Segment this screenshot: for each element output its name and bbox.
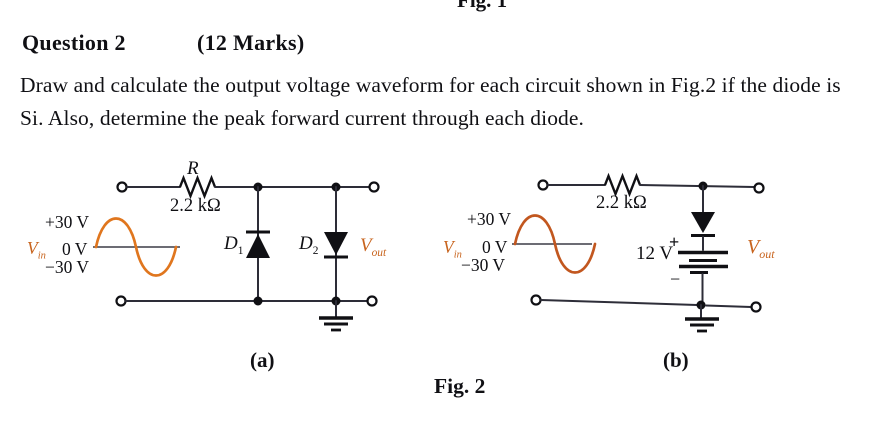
resistor-value-a: 2.2 kΩ	[170, 196, 221, 216]
resistor-b	[603, 172, 642, 198]
fig2-caption: Fig. 2	[434, 374, 486, 398]
vin-label-a-sub: in	[37, 250, 46, 262]
d1-label-main: D	[224, 233, 238, 254]
input-terminal-b-top	[537, 179, 549, 191]
diode-d1-label: D1	[224, 233, 243, 258]
caption-b: (b)	[663, 348, 689, 372]
question-body-line2: Si. Also, determine the peak forward cur…	[20, 106, 585, 130]
vin-label-b-main: V	[443, 237, 454, 257]
battery-minus-sign: −	[670, 269, 681, 289]
ground-symbol-a	[319, 300, 353, 332]
vin-label-a: Vin	[27, 238, 46, 263]
output-terminal-b-top	[753, 182, 765, 194]
question-marks: (12 Marks)	[197, 30, 305, 55]
fig1-caption-clipped: Fig. 1	[457, 0, 508, 12]
vin-plus-level-a: +30 V	[45, 212, 90, 232]
sine-wave-b	[513, 214, 597, 274]
resistor-a	[178, 174, 217, 200]
output-terminal-b-bottom	[750, 301, 762, 313]
battery-icon	[678, 250, 728, 274]
resistor-name-a: R	[187, 158, 199, 179]
vin-zero-level-b: 0 V	[482, 237, 508, 257]
vout-label-a: Vout	[360, 235, 386, 260]
vout-label-b: Vout	[747, 236, 775, 262]
circuit-a	[93, 174, 380, 332]
battery-plus-sign: +	[669, 232, 680, 252]
sine-wave-a	[94, 217, 178, 277]
vin-label-a-main: V	[27, 238, 38, 258]
vin-zero-level-a: 0 V	[62, 239, 88, 259]
diode-d2-label: D2	[299, 233, 318, 258]
diode-d2-icon	[324, 232, 348, 255]
vin-label-b-sub: in	[453, 249, 462, 261]
input-terminal-a-top	[116, 181, 128, 193]
vout-label-a-main: V	[360, 235, 372, 256]
d2-label-sub: 2	[312, 244, 319, 257]
battery-value: 12 V	[636, 243, 674, 264]
d1-label-sub: 1	[237, 244, 244, 257]
vout-label-b-sub: out	[759, 247, 775, 261]
vin-plus-level-b: +30 V	[467, 209, 512, 229]
vin-label-b: Vin	[443, 237, 462, 262]
vin-minus-level-b: −30 V	[461, 255, 506, 275]
circuit-b	[512, 172, 765, 333]
resistor-value-b: 2.2 kΩ	[596, 193, 647, 213]
input-terminal-b-bottom	[530, 294, 542, 306]
vout-label-a-sub: out	[371, 246, 387, 259]
output-terminal-a-bottom	[366, 295, 378, 307]
junction-dot	[253, 296, 263, 306]
output-terminal-a-top	[368, 181, 380, 193]
wire	[639, 184, 755, 188]
wire	[540, 299, 698, 306]
ground-symbol-b	[685, 304, 719, 333]
input-terminal-a-bottom	[115, 295, 127, 307]
wire	[705, 304, 752, 308]
question-body-line1: Draw and calculate the output voltage wa…	[20, 73, 841, 97]
vout-label-b-main: V	[747, 236, 760, 258]
caption-a: (a)	[250, 348, 275, 372]
diode-d1-icon	[246, 234, 270, 258]
d2-label-main: D	[299, 233, 313, 254]
question-title: Question 2	[22, 30, 126, 55]
diode-b-icon	[691, 212, 715, 233]
vin-minus-level-a: −30 V	[45, 257, 90, 277]
